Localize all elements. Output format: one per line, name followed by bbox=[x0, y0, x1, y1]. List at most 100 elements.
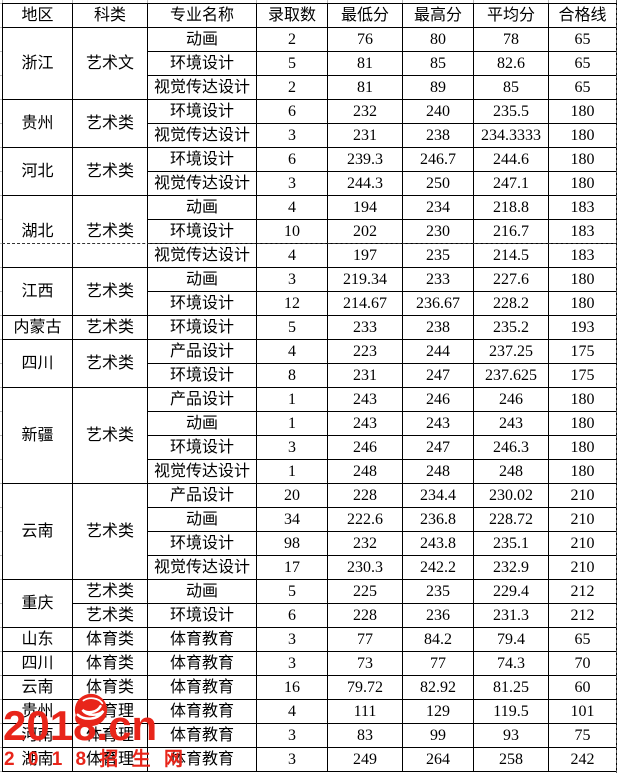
table-row: 艺术类 环境设计 6 228 236 231.3 212 bbox=[3, 603, 617, 628]
count-cell: 8 bbox=[256, 363, 328, 388]
avg-score-cell: 232.9 bbox=[473, 555, 549, 580]
avg-score-cell: 93 bbox=[473, 723, 549, 748]
edge-gridline bbox=[0, 123, 2, 124]
pass-line-cell: 75 bbox=[548, 723, 617, 748]
min-score-cell: 248 bbox=[327, 459, 403, 484]
major-cell: 环境设计 bbox=[147, 291, 257, 316]
column-header-5: 最高分 bbox=[402, 3, 474, 28]
count-cell: 12 bbox=[256, 291, 328, 316]
major-cell: 动画 bbox=[147, 507, 257, 532]
region-cell: 四川 bbox=[2, 651, 73, 676]
count-cell: 34 bbox=[256, 507, 328, 532]
pass-line-cell: 65 bbox=[548, 75, 617, 100]
avg-score-cell: 78 bbox=[473, 27, 549, 52]
max-score-cell: 236.67 bbox=[402, 291, 474, 316]
category-cell: 艺术类 bbox=[72, 483, 148, 580]
count-cell: 1 bbox=[256, 387, 328, 412]
table-row: 环境设计 12 214.67 236.67 228.2 180 bbox=[3, 291, 617, 316]
max-score-cell: 129 bbox=[402, 699, 474, 724]
max-score-cell: 236.8 bbox=[402, 507, 474, 532]
pass-line-cell: 180 bbox=[548, 411, 617, 436]
table-row: 环境设计 8 231 247 237.625 175 bbox=[3, 363, 617, 388]
pass-line-cell: 65 bbox=[548, 27, 617, 52]
max-score-cell: 233 bbox=[402, 267, 474, 292]
category-cell: 艺术类 bbox=[72, 147, 148, 196]
major-cell: 动画 bbox=[147, 27, 257, 52]
avg-score-cell: 248 bbox=[473, 459, 549, 484]
min-score-cell: 228 bbox=[327, 603, 403, 628]
column-header-4: 最低分 bbox=[327, 3, 403, 28]
major-cell: 视觉传达设计 bbox=[147, 123, 257, 148]
region-cell: 云南 bbox=[2, 675, 73, 700]
min-score-cell: 232 bbox=[327, 99, 403, 124]
avg-score-cell: 216.7 bbox=[473, 219, 549, 244]
max-score-cell: 238 bbox=[402, 123, 474, 148]
min-score-cell: 243 bbox=[327, 387, 403, 412]
major-cell: 体育教育 bbox=[147, 723, 257, 748]
min-score-cell: 231 bbox=[327, 123, 403, 148]
major-cell: 动画 bbox=[147, 411, 257, 436]
min-score-cell: 219.34 bbox=[327, 267, 403, 292]
major-cell: 视觉传达设计 bbox=[147, 459, 257, 484]
min-score-cell: 230.3 bbox=[327, 555, 403, 580]
max-score-cell: 248 bbox=[402, 459, 474, 484]
table-body: 浙江 艺术文 动画 2 76 80 78 65 环境设计 5 81 85 82.6 65 视觉传达设计 2 81… bbox=[2, 27, 617, 772]
region-cell: 湖南 bbox=[2, 747, 73, 772]
major-cell: 环境设计 bbox=[147, 315, 257, 340]
edge-gridline bbox=[0, 99, 2, 100]
min-score-cell: 76 bbox=[327, 27, 403, 52]
count-cell: 5 bbox=[256, 315, 328, 340]
pass-line-cell: 180 bbox=[548, 459, 617, 484]
column-header-2: 专业名称 bbox=[147, 3, 257, 28]
min-score-cell: 246 bbox=[327, 435, 403, 460]
pass-line-cell: 175 bbox=[548, 339, 617, 364]
major-cell: 体育教育 bbox=[147, 699, 257, 724]
pass-line-cell: 180 bbox=[548, 267, 617, 292]
edge-gridline bbox=[0, 147, 2, 148]
avg-score-cell: 258 bbox=[473, 747, 549, 772]
max-score-cell: 238 bbox=[402, 315, 474, 340]
avg-score-cell: 234.3333 bbox=[473, 123, 549, 148]
pass-line-cell: 180 bbox=[548, 291, 617, 316]
min-score-cell: 214.67 bbox=[327, 291, 403, 316]
max-score-cell: 235 bbox=[402, 579, 474, 604]
table-row: 河南 体育理 体育教育 3 83 99 93 75 bbox=[2, 723, 617, 748]
edge-gridline bbox=[0, 531, 2, 532]
table-row: 浙江 艺术文 动画 2 76 80 78 65 bbox=[2, 27, 617, 100]
edge-gridline bbox=[473, 0, 474, 3]
major-cell: 环境设计 bbox=[147, 51, 257, 76]
avg-score-cell: 247.1 bbox=[473, 171, 549, 196]
edge-gridline bbox=[0, 3, 2, 4]
min-score-cell: 73 bbox=[327, 651, 403, 676]
avg-score-cell: 74.3 bbox=[473, 651, 549, 676]
category-cell: 艺术文 bbox=[72, 27, 148, 100]
count-cell: 2 bbox=[256, 75, 328, 100]
edge-gridline bbox=[0, 315, 2, 316]
edge-gridline bbox=[0, 627, 2, 628]
min-score-cell: 194 bbox=[327, 195, 403, 220]
category-cell: 艺术类 bbox=[72, 99, 148, 148]
table-row: 内蒙古 艺术类 环境设计 5 233 238 235.2 193 bbox=[2, 315, 617, 340]
major-cell: 环境设计 bbox=[147, 603, 257, 628]
pass-line-cell: 101 bbox=[548, 699, 617, 724]
avg-score-cell: 228.2 bbox=[473, 291, 549, 316]
count-cell: 17 bbox=[256, 555, 328, 580]
min-score-cell: 249 bbox=[327, 747, 403, 772]
max-score-cell: 89 bbox=[402, 75, 474, 100]
edge-gridline bbox=[0, 411, 2, 412]
pass-line-cell: 183 bbox=[548, 243, 617, 268]
min-score-cell: 233 bbox=[327, 315, 403, 340]
column-header-1: 科类 bbox=[72, 3, 148, 28]
edge-gridline bbox=[0, 51, 2, 52]
avg-score-cell: 231.3 bbox=[473, 603, 549, 628]
edge-gridline bbox=[0, 459, 2, 460]
max-score-cell: 246 bbox=[402, 387, 474, 412]
min-score-cell: 111 bbox=[327, 699, 403, 724]
major-cell: 体育教育 bbox=[147, 675, 257, 700]
max-score-cell: 82.92 bbox=[402, 675, 474, 700]
max-score-cell: 234 bbox=[402, 195, 474, 220]
pass-line-cell: 180 bbox=[548, 99, 617, 124]
pass-line-cell: 212 bbox=[548, 579, 617, 604]
count-cell: 3 bbox=[256, 123, 328, 148]
table-row: 新疆 艺术类 产品设计 1 243 246 246 180 bbox=[2, 387, 617, 484]
